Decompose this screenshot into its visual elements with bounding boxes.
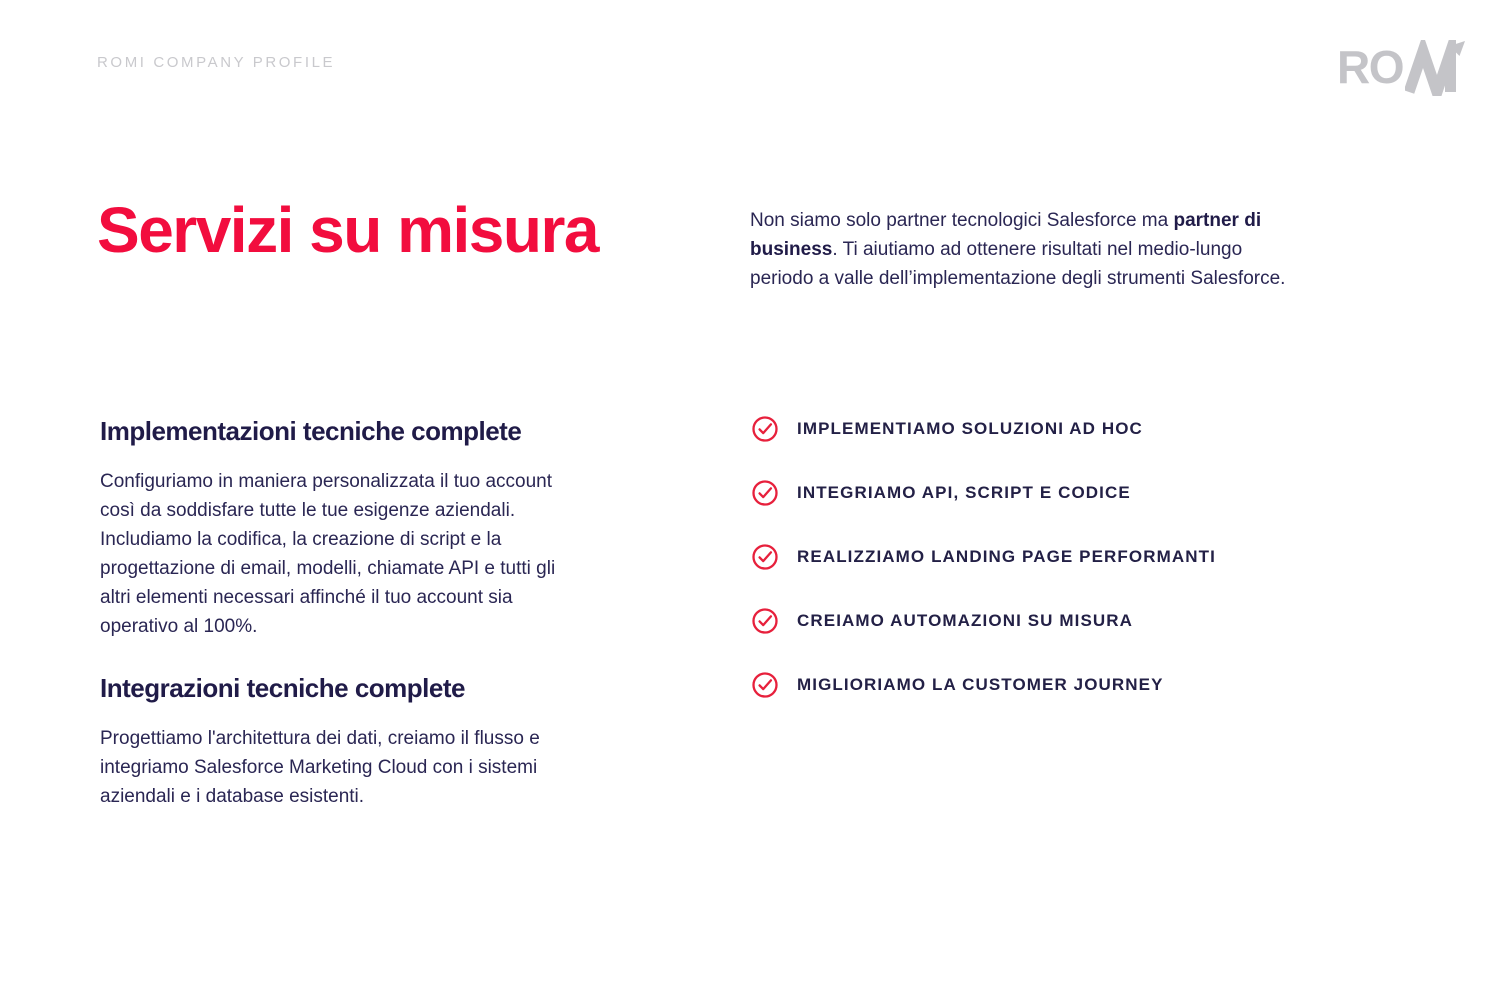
section-heading-implementazioni: Implementazioni tecniche complete: [100, 416, 522, 446]
checklist-item-label: INTEGRIAMO API, SCRIPT E CODICE: [797, 482, 1131, 502]
checklist-item: MIGLIORIAMO LA CUSTOMER JOURNEY: [751, 670, 1371, 699]
intro-paragraph: Non siamo solo partner tecnologici Sales…: [750, 206, 1295, 293]
page-title: Servizi su misura: [97, 194, 599, 266]
checklist-item: CREIAMO AUTOMAZIONI SU MISURA: [751, 606, 1371, 635]
check-circle-icon: [752, 479, 778, 506]
section-body-implementazioni: Configuriamo in maniera personalizzata i…: [100, 471, 556, 637]
intro-text-post: . Ti aiutiamo ad ottenere risultati nel …: [750, 239, 1286, 289]
checklist-item: IMPLEMENTIAMO SOLUZIONI AD HOC: [751, 414, 1371, 443]
check-circle-icon: [752, 543, 778, 570]
check-circle-icon: [752, 607, 778, 634]
intro-text-pre: Non siamo solo partner tecnologici Sales…: [750, 210, 1174, 231]
checklist-item-label: IMPLEMENTIAMO SOLUZIONI AD HOC: [797, 418, 1143, 438]
capabilities-checklist: IMPLEMENTIAMO SOLUZIONI AD HOC INTEGRIAM…: [751, 414, 1371, 734]
checklist-item-label: MIGLIORIAMO LA CUSTOMER JOURNEY: [797, 674, 1164, 694]
intro-text-bold: partner di business: [750, 210, 1262, 260]
page-kicker: ROMI COMPANY PROFILE: [97, 54, 336, 71]
checklist-item-label: REALIZZIAMO LANDING PAGE PERFORMANTI: [797, 546, 1216, 566]
checklist-item: INTEGRIAMO API, SCRIPT E CODICE: [751, 478, 1371, 507]
check-circle-icon: [752, 671, 778, 698]
check-circle-icon: [752, 415, 778, 442]
logo-text: RO: [1337, 41, 1405, 93]
section-body-integrazioni: Progettiamo l'architettura dei dati, cre…: [100, 728, 540, 807]
services-column: Implementazioni tecniche complete Config…: [100, 415, 587, 811]
logo-chart-arrow-icon: [1405, 40, 1465, 96]
company-logo: RO: [1337, 40, 1467, 96]
checklist-item-label: CREIAMO AUTOMAZIONI SU MISURA: [797, 610, 1134, 630]
checklist-item: REALIZZIAMO LANDING PAGE PERFORMANTI: [751, 542, 1371, 571]
section-heading-integrazioni: Integrazioni tecniche complete: [100, 673, 465, 703]
